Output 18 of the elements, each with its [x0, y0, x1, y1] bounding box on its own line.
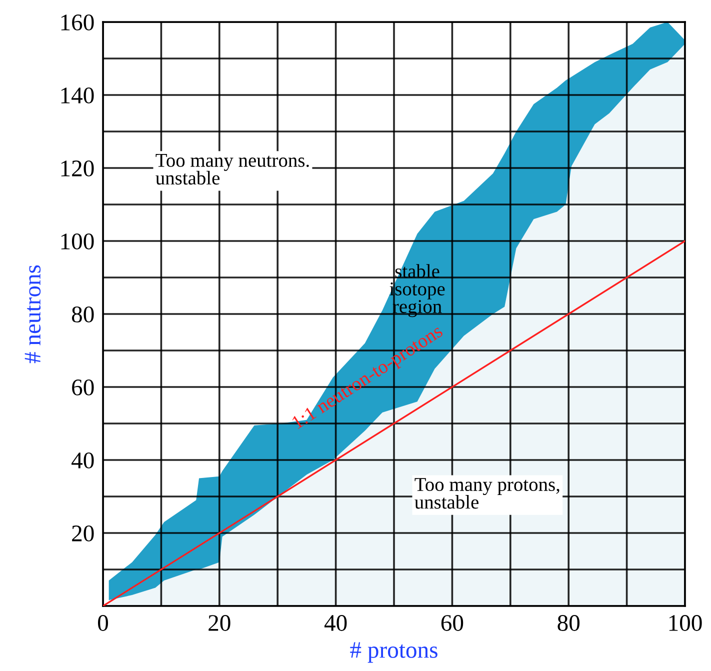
y-tick-label: 100 — [61, 233, 94, 250]
x-tick-label: 80 — [558, 615, 580, 631]
y-tick-label: 120 — [61, 160, 94, 176]
x-tick-label: 100 — [669, 615, 702, 631]
y-tick-label: 140 — [61, 87, 94, 104]
x-tick-label: 0 — [98, 615, 108, 631]
y-tick-label: 20 — [72, 525, 94, 542]
y-axis-title: # neutrons — [24, 265, 41, 364]
x-tick-label: 20 — [208, 615, 230, 631]
annotation: Too many neutrons. unstable — [156, 154, 309, 185]
x-tick-label: 40 — [324, 615, 347, 631]
y-tick-label: 40 — [72, 452, 94, 468]
annotation: Too many protons, unstable — [414, 478, 560, 509]
x-axis-title: # protons — [350, 642, 438, 663]
y-tick-label: 160 — [61, 14, 94, 30]
y-tick-label: 60 — [72, 379, 94, 396]
x-tick-label: 60 — [441, 615, 464, 631]
y-tick-label: 80 — [72, 306, 94, 322]
